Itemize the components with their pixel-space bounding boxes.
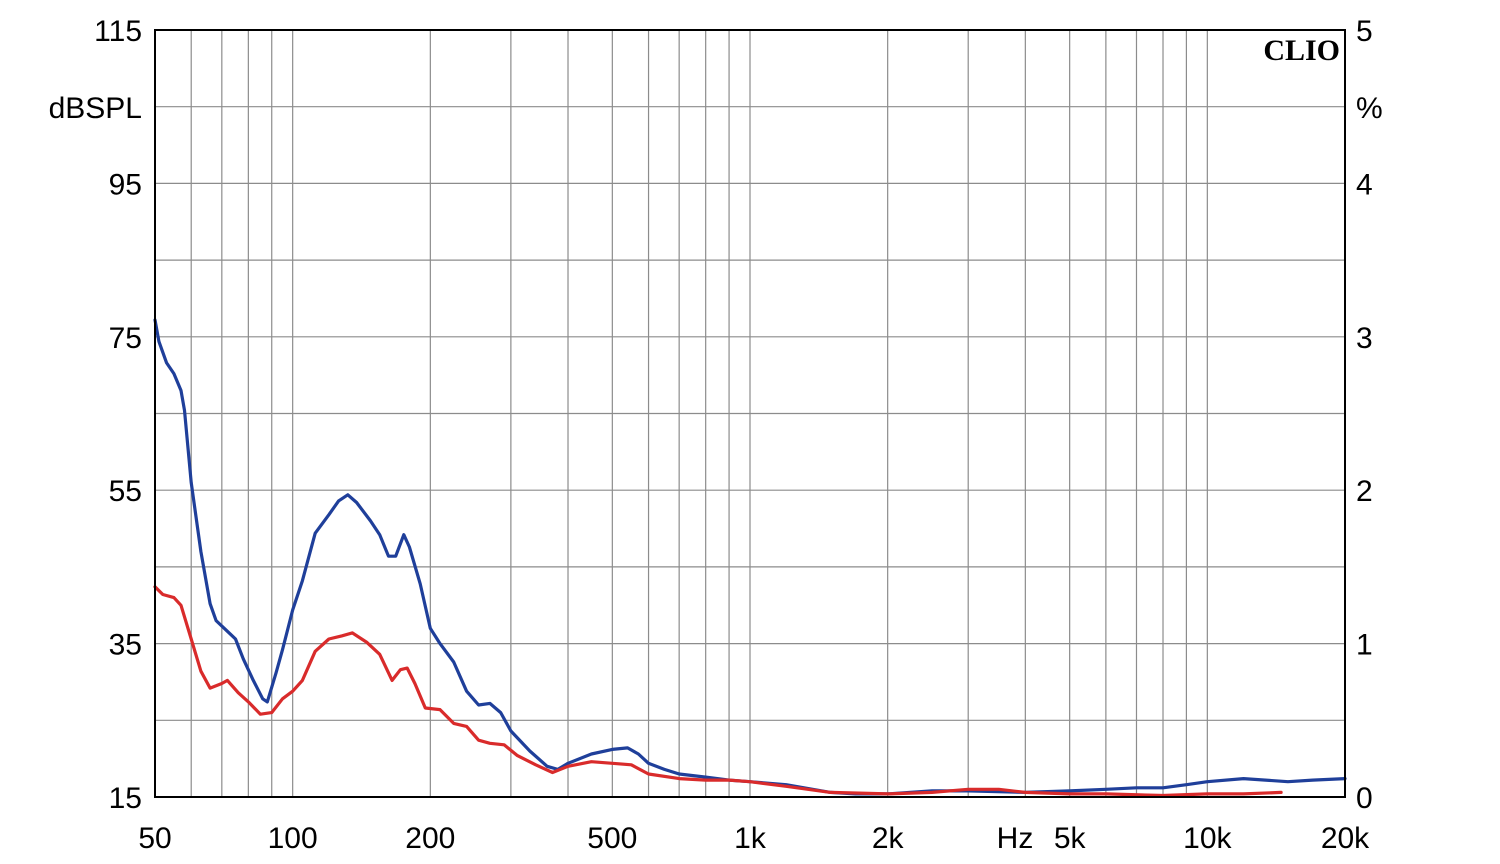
- x-tick-label: 20k: [1321, 822, 1370, 855]
- y-right-tick-label: 4: [1356, 168, 1373, 201]
- y-right-unit-label: %: [1356, 92, 1383, 125]
- y-right-tick-label: 2: [1356, 475, 1373, 508]
- y-left-tick-label: 35: [109, 629, 142, 662]
- y-left-tick-label: 75: [109, 322, 142, 355]
- y-left-tick-label: 55: [109, 475, 142, 508]
- x-tick-label: 500: [587, 822, 637, 855]
- y-right-tick-label: 3: [1356, 322, 1373, 355]
- y-left-tick-label: 15: [109, 782, 142, 815]
- y-right-tick-label: 0: [1356, 782, 1373, 815]
- y-left-unit-label: dBSPL: [49, 92, 142, 125]
- x-tick-label: 50: [138, 822, 171, 855]
- plot-frame: [154, 29, 1346, 798]
- y-right-tick-label: 1: [1356, 629, 1373, 662]
- x-tick-label: 1k: [734, 822, 767, 855]
- y-left-tick-label: 95: [109, 168, 142, 201]
- x-tick-label: 200: [405, 822, 455, 855]
- distortion-curve-red: [153, 585, 1283, 798]
- x-tick-label: 2k: [872, 822, 905, 855]
- x-tick-label: 100: [268, 822, 318, 855]
- x-tick-label: 10k: [1183, 822, 1232, 855]
- grid-layer: [155, 30, 1345, 797]
- clio-brand-label: CLIO: [1263, 34, 1340, 67]
- label-layer: CLIO dBSPL % Hz 50 100 200 500 1k 2k 5k 10k 20k1…: [49, 15, 1383, 855]
- y-left-tick-label: 115: [94, 15, 142, 48]
- y-right-tick-label: 5: [1356, 15, 1373, 48]
- x-unit-label: Hz: [997, 822, 1034, 855]
- x-tick-label: 5k: [1054, 822, 1087, 855]
- curve-layer: [153, 318, 1347, 798]
